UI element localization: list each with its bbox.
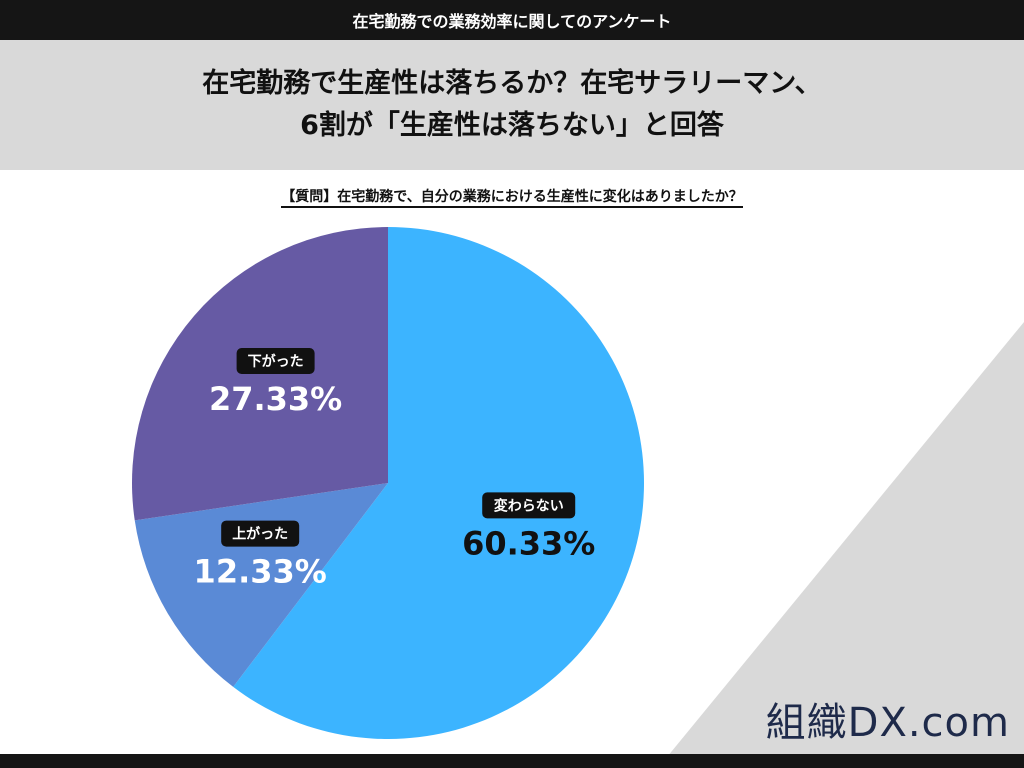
- survey-header-label: 在宅勤務での業務効率に関してのアンケート: [352, 12, 672, 31]
- slice-label-badge: [236, 347, 315, 374]
- slice-label-increased: 上がった 12.33%: [194, 520, 327, 591]
- page-title-line-2: 6割が「生産性は落ちない」と回答: [300, 110, 724, 141]
- survey-header-bar: 在宅勤務での業務効率に関してのアンケート: [0, 0, 1024, 40]
- pie-slice-unchanged: [233, 227, 644, 739]
- slice-category-text: 下がった: [248, 353, 304, 370]
- survey-question-text: 【質問】在宅勤務で、自分の業務における生産性に変化はありましたか？: [281, 189, 743, 208]
- brand-logo: 組織DX.com: [765, 700, 1010, 746]
- footer-bar: [0, 754, 1024, 768]
- slice-value-increased: 12.33%: [194, 553, 327, 591]
- title-band: 在宅勤務で生産性は落ちるか？在宅サラリーマン、 6割が「生産性は落ちない」と回答: [0, 40, 1024, 170]
- slice-label-unchanged: 変わらない 60.33%: [462, 492, 595, 562]
- pie-slice-increased: [134, 483, 388, 687]
- slice-label-decreased: 下がった 27.33%: [209, 347, 342, 418]
- decorative-triangle: [658, 322, 1024, 768]
- slice-label-badge: [221, 520, 300, 547]
- slice-category-text: 変わらない: [494, 497, 564, 514]
- slice-value-decreased: 27.33%: [209, 380, 342, 418]
- slice-label-badge: [482, 492, 576, 519]
- page-title-line-1: 在宅勤務で生産性は落ちるか？在宅サラリーマン、: [202, 68, 822, 99]
- survey-question: 【質問】在宅勤務で、自分の業務における生産性に変化はありましたか？: [0, 186, 1024, 208]
- slice-value-unchanged: 60.33%: [462, 524, 595, 562]
- slice-category-text: 上がった: [232, 526, 288, 543]
